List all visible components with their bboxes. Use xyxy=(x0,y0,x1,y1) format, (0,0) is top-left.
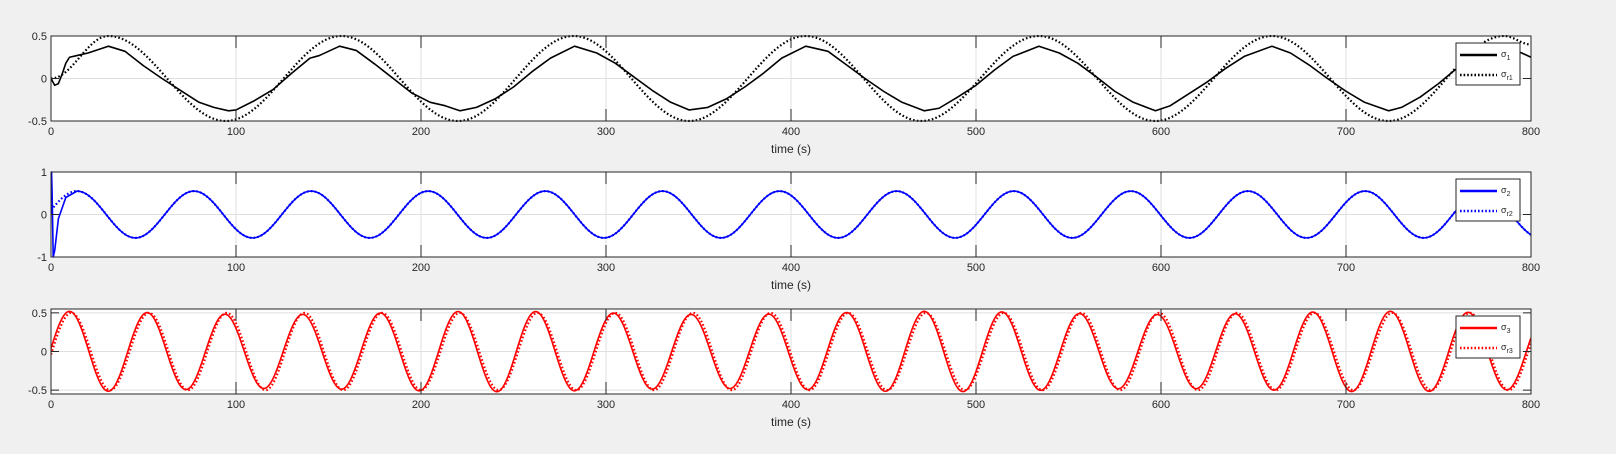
series-line-reference-2 xyxy=(51,190,1531,239)
legend-label-sub: 2 xyxy=(1507,191,1511,198)
y-tick-label: 0.5 xyxy=(32,31,47,43)
x-tick-label: 100 xyxy=(227,262,245,274)
x-axis-label: time (s) xyxy=(771,142,811,156)
x-tick-label: 100 xyxy=(227,126,245,138)
x-tick-label: 800 xyxy=(1522,262,1540,274)
x-tick-label: 300 xyxy=(597,399,615,411)
legend-label: σr1 xyxy=(1501,69,1513,82)
legend-label-base: σ xyxy=(1501,185,1507,195)
x-tick-label: 800 xyxy=(1522,126,1540,138)
x-tick-label: 500 xyxy=(967,262,985,274)
legend-label: σ1 xyxy=(1501,49,1511,62)
x-axis-label: time (s) xyxy=(771,278,811,292)
legend-label: σr3 xyxy=(1501,342,1513,355)
legend-label-base: σ xyxy=(1501,69,1507,79)
legend-label: σ2 xyxy=(1501,185,1511,198)
y-tick-label: -1 xyxy=(37,252,47,264)
x-tick-label: 200 xyxy=(412,399,430,411)
legend-label-base: σ xyxy=(1501,322,1507,332)
legend-label-base: σ xyxy=(1501,342,1507,352)
x-tick-label: 400 xyxy=(782,399,800,411)
x-tick-label: 700 xyxy=(1337,399,1355,411)
x-tick-label: 400 xyxy=(782,126,800,138)
y-tick-label: 0.5 xyxy=(32,308,47,320)
y-tick-label: 0 xyxy=(41,210,47,222)
x-tick-label: 500 xyxy=(967,126,985,138)
y-tick-label: 0 xyxy=(41,347,47,359)
legend-label-sub: r3 xyxy=(1507,348,1513,355)
x-tick-label: 200 xyxy=(412,262,430,274)
legend-label-sub: 1 xyxy=(1507,55,1511,62)
series-line-reference-3 xyxy=(51,311,1531,392)
x-tick-label: 300 xyxy=(597,126,615,138)
series-line-actual-1 xyxy=(51,45,1531,112)
y-tick-label: -0.5 xyxy=(28,385,47,397)
y-tick-label: 0 xyxy=(41,74,47,86)
x-tick-label: 800 xyxy=(1522,399,1540,411)
y-tick-label: -0.5 xyxy=(28,116,47,128)
x-tick-label: 200 xyxy=(412,126,430,138)
legend-label-base: σ xyxy=(1501,49,1507,59)
legend-label-sub: r2 xyxy=(1507,211,1513,218)
legend-label: σr2 xyxy=(1501,205,1513,218)
x-tick-label: 0 xyxy=(48,399,54,411)
series-line-actual-2 xyxy=(51,171,1531,258)
legend-label-sub: 3 xyxy=(1507,328,1511,335)
x-tick-label: 600 xyxy=(1152,399,1170,411)
x-tick-label: 0 xyxy=(48,262,54,274)
legend-box xyxy=(1455,42,1521,86)
x-tick-label: 400 xyxy=(782,262,800,274)
x-tick-label: 100 xyxy=(227,399,245,411)
x-tick-label: 500 xyxy=(967,399,985,411)
legend-box xyxy=(1455,178,1521,222)
x-tick-label: 700 xyxy=(1337,262,1355,274)
legend-box xyxy=(1455,315,1521,359)
x-tick-label: 600 xyxy=(1152,262,1170,274)
x-tick-label: 600 xyxy=(1152,126,1170,138)
x-tick-label: 300 xyxy=(597,262,615,274)
x-axis-label: time (s) xyxy=(771,415,811,429)
legend-label: σ3 xyxy=(1501,322,1511,335)
legend-label-sub: r1 xyxy=(1507,75,1513,82)
x-tick-label: 0 xyxy=(48,126,54,138)
y-tick-label: 1 xyxy=(41,167,47,179)
legend-label-base: σ xyxy=(1501,205,1507,215)
x-tick-label: 700 xyxy=(1337,126,1355,138)
